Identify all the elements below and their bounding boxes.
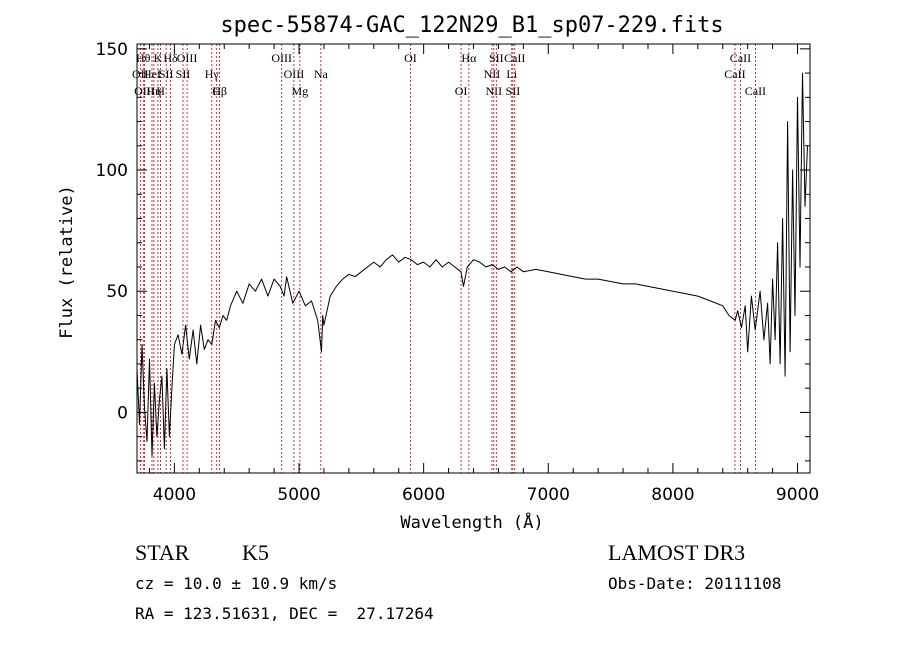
marker-label-11: Hγ (205, 67, 220, 81)
marker-label-23: SII (489, 51, 504, 65)
x-tick-label-1: 5000 (277, 485, 320, 505)
marker-label-7: SII (159, 67, 174, 81)
marker-label-26: CaII (504, 51, 525, 65)
marker-label-24: Li (506, 67, 517, 81)
marker-label-29: CaII (745, 84, 766, 98)
marker-label-14: OIII (271, 51, 292, 65)
marker-label-22: NII (485, 84, 502, 98)
object-subclass: K5 (242, 540, 269, 565)
object-class: STAR (135, 540, 190, 565)
x-tick-label-3: 7000 (527, 485, 570, 505)
marker-label-6: H (156, 84, 165, 98)
observation-date: Obs-Date: 20111108 (608, 574, 782, 593)
y-tick-label-1: 50 (106, 282, 128, 302)
marker-label-5: K (154, 51, 163, 65)
x-axis-label: Wavelength (Å) (400, 511, 543, 533)
spectrum-line (136, 72, 808, 457)
marker-label-16: Mg (292, 84, 309, 98)
marker-label-8: Hδ (163, 51, 178, 65)
coordinates-readout: RA = 123.51631, DEC = 27.17264 (135, 604, 434, 623)
marker-label-28: CaII (730, 51, 751, 65)
marker-label-13: Hβ (212, 84, 227, 98)
x-tick-label-4: 8000 (651, 485, 694, 505)
x-tick-label-0: 4000 (153, 485, 196, 505)
marker-label-25: SII (506, 84, 521, 98)
plot-frame (136, 43, 811, 474)
marker-label-1: Hθ (136, 51, 151, 65)
chart-title: spec-55874-GAC_122N29_B1_sp07-229.fits (220, 13, 723, 38)
marker-label-21: NII (484, 67, 501, 81)
marker-label-19: OI (455, 84, 468, 98)
marker-label-15: OIII (284, 67, 305, 81)
x-tick-label-2: 6000 (402, 485, 445, 505)
marker-label-4: Hη (146, 84, 161, 98)
y-axis: 0 50 100 150 (96, 40, 810, 462)
y-tick-label-3: 150 (96, 40, 128, 60)
marker-label-20: Hα (461, 51, 477, 65)
y-axis-label: Flux (relative) (57, 185, 77, 339)
survey-name: LAMOST DR3 (608, 540, 746, 565)
marker-label-12: G (212, 84, 221, 98)
marker-label-3: HeI (143, 67, 161, 81)
y-tick-label-0: 0 (117, 403, 128, 423)
marker-label-18: OI (404, 51, 417, 65)
marker-label-10: OIII (177, 51, 198, 65)
redshift-readout: cz = 10.0 ± 10.9 km/s (135, 574, 338, 593)
y-tick-label-2: 100 (96, 161, 128, 181)
marker-label-27: CaII (724, 67, 745, 81)
x-axis: 4000 5000 6000 7000 8000 9000 (148, 44, 819, 505)
marker-label-2: OIII (134, 84, 155, 98)
plot-area: OIIHθOIIIHeIHηKHSIIHδSIIOIIIHγGHβOIIIOII… (132, 44, 808, 473)
x-tick-label-5: 9000 (776, 485, 819, 505)
marker-label-9: SII (176, 67, 191, 81)
marker-label-17: Na (314, 67, 329, 81)
